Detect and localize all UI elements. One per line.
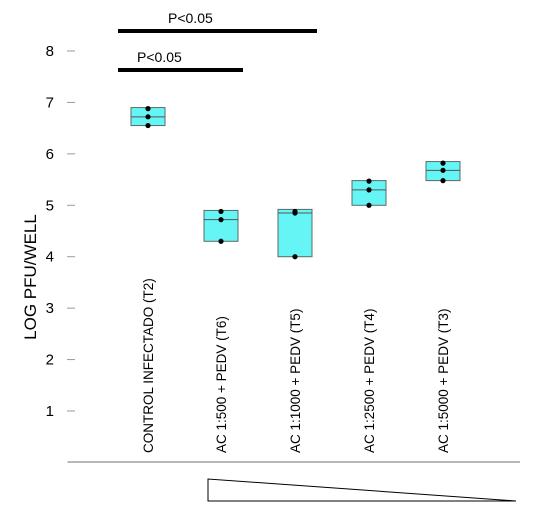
y-tick-label: 4 (46, 249, 54, 266)
y-tick-label: 7 (46, 94, 54, 111)
box-group (425, 160, 461, 184)
dose-gradient (207, 478, 517, 502)
box-group (130, 106, 166, 129)
data-point (145, 122, 151, 129)
significance-label: P<0.05 (137, 49, 182, 65)
category-label: AC 1:5000 + PEDV (T3) (436, 309, 451, 453)
box-group (203, 208, 239, 244)
category-label: AC 1:1000 + PEDV (T5) (288, 309, 303, 453)
box (277, 208, 313, 258)
y-tick-label: 1 (46, 403, 54, 420)
data-point (440, 160, 446, 166)
box-group (351, 178, 387, 208)
y-axis-label: LOG PFU/WELL (21, 214, 40, 340)
data-point (218, 208, 224, 215)
data-point (145, 106, 151, 112)
data-point (218, 217, 224, 223)
y-tick-label: 5 (46, 197, 54, 214)
boxes (130, 106, 461, 260)
data-point (366, 187, 372, 193)
data-point (145, 114, 151, 120)
y-tick-label: 8 (46, 43, 54, 60)
box-group (277, 208, 313, 260)
data-point (440, 178, 446, 184)
y-tick-label: 6 (46, 146, 54, 163)
box (351, 180, 387, 206)
y-tick-label: 2 (46, 352, 54, 369)
category-labels: CONTROL INFECTADO (T2) AC 1:500 + PEDV (T… (141, 278, 451, 453)
data-point (366, 202, 372, 208)
axes: 1 2 3 4 5 6 7 8 (46, 43, 520, 463)
category-label: CONTROL INFECTADO (T2) (141, 278, 156, 453)
dose-gradient-triangle (207, 478, 517, 502)
data-point (440, 167, 446, 173)
significance-brackets: P<0.05 P<0.05 (118, 10, 317, 72)
category-label: AC 1:2500 + PEDV (T4) (362, 309, 377, 453)
category-label: AC 1:500 + PEDV (T6) (214, 316, 229, 453)
box (203, 209, 239, 242)
significance-label: P<0.05 (168, 10, 213, 26)
data-point (292, 254, 298, 260)
data-point (292, 208, 298, 215)
y-tick-label: 3 (46, 300, 54, 317)
data-point (366, 178, 372, 184)
data-point (218, 238, 224, 244)
